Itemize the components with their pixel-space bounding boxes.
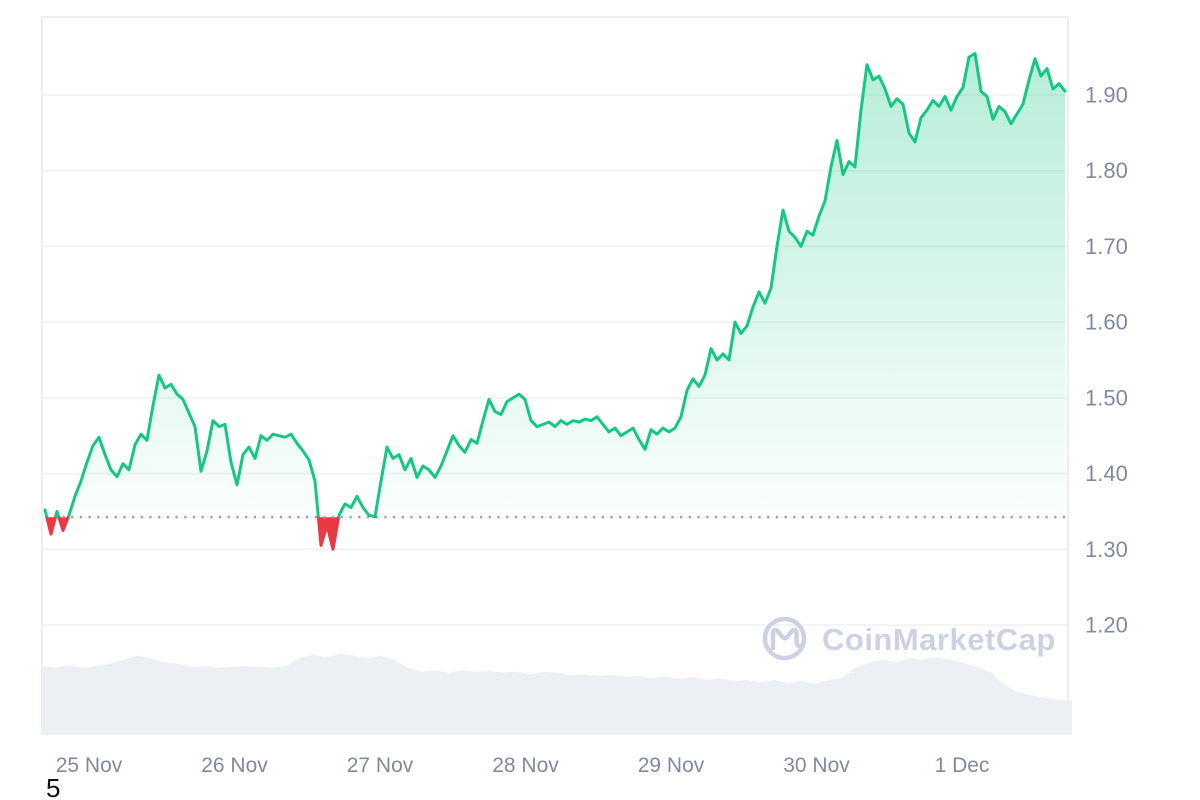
watermark: CoinMarketCap: [762, 616, 1056, 661]
x-axis-tick-label: 26 Nov: [201, 754, 268, 777]
volume-silhouette: [42, 654, 1072, 735]
y-axis-tick-label: 1.50: [1085, 385, 1128, 410]
axis-labels: 1.90 1.80 1.70 1.60 1.50 1.40 1.30 1.20 25 Nov 26…: [56, 83, 1128, 778]
y-axis-tick-label: 1.60: [1085, 310, 1128, 335]
price-series[interactable]: [43, 51, 1068, 551]
x-axis-tick-label: 1 Dec: [935, 754, 990, 777]
y-axis-tick-label: 1.20: [1085, 612, 1128, 637]
y-axis-tick-label: 1.90: [1085, 83, 1128, 108]
x-axis-tick-label: 28 Nov: [492, 754, 559, 777]
y-axis-tick-label: 1.80: [1085, 158, 1128, 183]
x-axis-tick-label: 29 Nov: [638, 754, 705, 777]
y-axis-tick-label: 1.30: [1085, 537, 1128, 562]
coinmarketcap-logo-icon: [762, 616, 807, 661]
watermark-text: CoinMarketCap: [822, 622, 1056, 657]
x-axis-tick-label: 27 Nov: [347, 754, 414, 777]
volume-area: [42, 654, 1072, 735]
y-axis-tick-label: 1.70: [1085, 234, 1128, 259]
price-area-fill-up: [45, 53, 1065, 518]
stray-page-text: 5: [46, 773, 60, 800]
x-axis-tick-label: 25 Nov: [56, 754, 123, 777]
price-line-up[interactable]: [43, 51, 1067, 549]
plot-border: [41, 16, 1069, 735]
y-axis-tick-label: 1.40: [1085, 461, 1128, 486]
x-axis-tick-label: 30 Nov: [783, 754, 850, 777]
